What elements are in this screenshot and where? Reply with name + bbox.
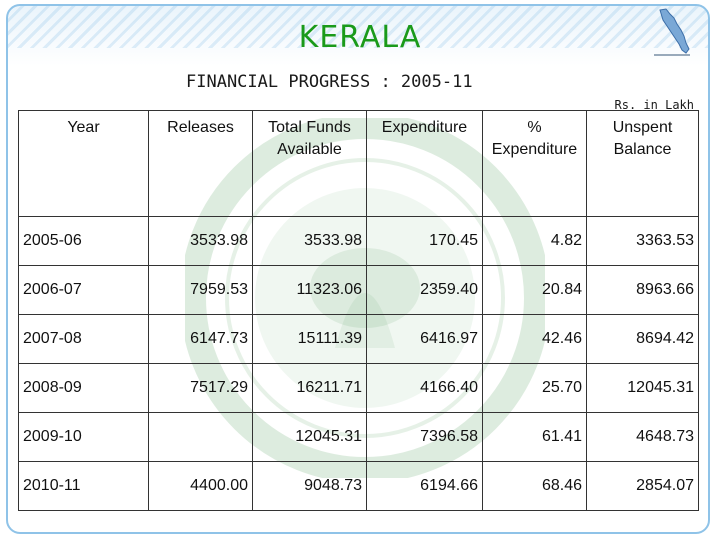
cell-releases: 6147.73 <box>148 314 253 364</box>
page-title: KERALA <box>298 20 422 55</box>
cell-percent: 61.41 <box>482 412 587 462</box>
kerala-map-icon <box>654 8 690 56</box>
cell-year: 2005-06 <box>18 216 149 266</box>
cell-expenditure: 7396.58 <box>366 412 483 462</box>
cell-year: 2007-08 <box>18 314 149 364</box>
cell-releases <box>148 412 253 462</box>
cell-total-funds: 11323.06 <box>252 265 367 315</box>
table-row: 2007-08 6147.73 15111.39 6416.97 42.46 8… <box>18 314 699 364</box>
col-header-releases: Releases <box>148 110 253 217</box>
cell-total-funds: 3533.98 <box>252 216 367 266</box>
table-header-row: Year Releases Total Funds Available Expen… <box>18 110 699 217</box>
cell-unspent: 2854.07 <box>586 461 699 511</box>
header-stripes <box>8 6 708 48</box>
cell-releases: 4400.00 <box>148 461 253 511</box>
cell-percent: 42.46 <box>482 314 587 364</box>
col-header-unspent-balance: Unspent Balance <box>586 110 699 217</box>
cell-unspent: 4648.73 <box>586 412 699 462</box>
table-row: 2010-11 4400.00 9048.73 6194.66 68.46 28… <box>18 461 699 511</box>
cell-unspent: 8694.42 <box>586 314 699 364</box>
table-row: 2009-10 12045.31 7396.58 61.41 4648.73 <box>18 412 699 462</box>
col-header-percent-expenditure: % Expenditure <box>482 110 587 217</box>
cell-releases: 3533.98 <box>148 216 253 266</box>
cell-expenditure: 4166.40 <box>366 363 483 413</box>
cell-unspent: 12045.31 <box>586 363 699 413</box>
cell-unspent: 3363.53 <box>586 216 699 266</box>
cell-expenditure: 2359.40 <box>366 265 483 315</box>
cell-year: 2006-07 <box>18 265 149 315</box>
cell-percent: 4.82 <box>482 216 587 266</box>
page-subtitle: FINANCIAL PROGRESS : 2005-11 <box>186 72 473 92</box>
cell-expenditure: 6194.66 <box>366 461 483 511</box>
col-header-total-funds: Total Funds Available <box>252 110 367 217</box>
cell-year: 2008-09 <box>18 363 149 413</box>
cell-percent: 20.84 <box>482 265 587 315</box>
table-row: 2006-07 7959.53 11323.06 2359.40 20.84 8… <box>18 265 699 315</box>
cell-expenditure: 6416.97 <box>366 314 483 364</box>
table-row: 2005-06 3533.98 3533.98 170.45 4.82 3363… <box>18 216 699 266</box>
cell-expenditure: 170.45 <box>366 216 483 266</box>
cell-unspent: 8963.66 <box>586 265 699 315</box>
col-header-expenditure: Expenditure <box>366 110 483 217</box>
cell-total-funds: 16211.71 <box>252 363 367 413</box>
col-header-year: Year <box>18 110 149 217</box>
cell-total-funds: 9048.73 <box>252 461 367 511</box>
financial-table: Year Releases Total Funds Available Expen… <box>18 110 699 511</box>
cell-percent: 25.70 <box>482 363 587 413</box>
cell-total-funds: 15111.39 <box>252 314 367 364</box>
cell-year: 2009-10 <box>18 412 149 462</box>
cell-percent: 68.46 <box>482 461 587 511</box>
cell-releases: 7959.53 <box>148 265 253 315</box>
table-row: 2008-09 7517.29 16211.71 4166.40 25.70 1… <box>18 363 699 413</box>
cell-releases: 7517.29 <box>148 363 253 413</box>
cell-total-funds: 12045.31 <box>252 412 367 462</box>
cell-year: 2010-11 <box>18 461 149 511</box>
unit-note: Rs. in Lakh <box>614 98 694 112</box>
